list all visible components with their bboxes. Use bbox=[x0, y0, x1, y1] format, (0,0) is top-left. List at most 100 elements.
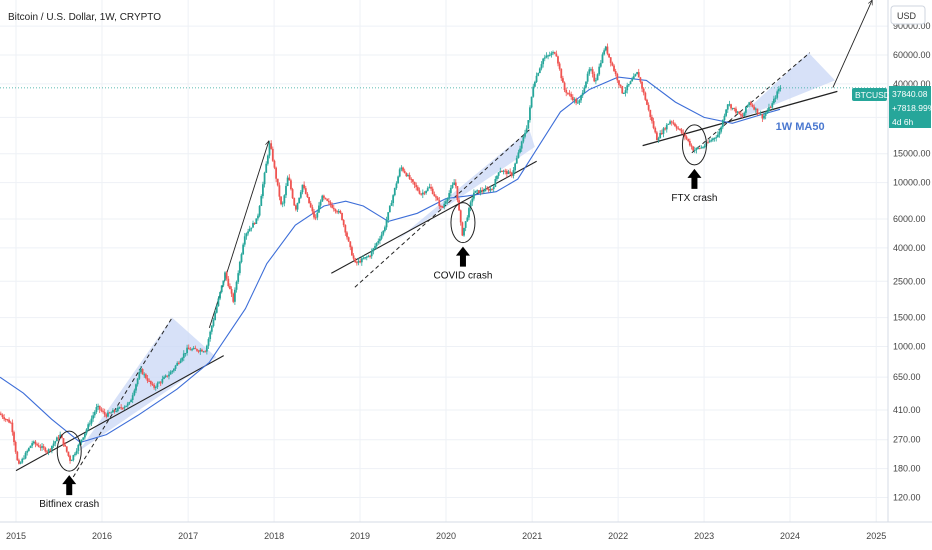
candle-body bbox=[39, 446, 42, 448]
candle-body bbox=[748, 102, 751, 106]
candle-body bbox=[415, 184, 418, 188]
candle-body bbox=[575, 99, 578, 103]
candle-body bbox=[113, 410, 116, 412]
candle-body bbox=[31, 443, 34, 446]
candle-body bbox=[191, 349, 193, 351]
candle-body bbox=[80, 439, 83, 442]
y-tick-label: 1000.00 bbox=[893, 342, 926, 352]
x-tick-label: 2019 bbox=[350, 531, 370, 541]
candle-body bbox=[540, 64, 543, 69]
candle-body bbox=[529, 107, 531, 121]
crash-arrow bbox=[455, 246, 470, 267]
candle-body bbox=[268, 143, 271, 156]
candle-body bbox=[481, 190, 484, 192]
candle-body bbox=[159, 382, 162, 384]
candle-body bbox=[533, 81, 536, 87]
candle-body bbox=[372, 248, 375, 252]
candle-body bbox=[469, 202, 472, 209]
candle-body bbox=[514, 163, 517, 171]
candle-body bbox=[318, 205, 320, 213]
candle-body bbox=[59, 434, 62, 438]
candle-body bbox=[55, 437, 58, 442]
candle-body bbox=[606, 46, 609, 54]
candle-body bbox=[227, 278, 230, 286]
candle-body bbox=[21, 458, 24, 463]
candle-body bbox=[568, 93, 571, 95]
candle-body bbox=[402, 167, 404, 171]
candle-body bbox=[492, 186, 495, 190]
candle-body bbox=[138, 372, 141, 379]
candle-body bbox=[723, 115, 726, 121]
crash-label: Bitfinex crash bbox=[39, 499, 99, 510]
candle-body bbox=[443, 203, 446, 208]
candle-body bbox=[774, 97, 777, 99]
candle-body bbox=[182, 353, 185, 358]
currency-button-frame bbox=[890, 5, 926, 25]
x-tick-label: 2018 bbox=[264, 531, 284, 541]
candle-body bbox=[342, 220, 345, 226]
candle-body bbox=[769, 107, 772, 109]
candle-body bbox=[346, 232, 348, 238]
candle-body bbox=[116, 407, 119, 412]
candle-body bbox=[664, 128, 667, 130]
candle-body bbox=[309, 203, 312, 208]
candle-body bbox=[393, 187, 396, 196]
candle-body bbox=[347, 237, 350, 242]
candle-body bbox=[131, 395, 134, 400]
candle-body bbox=[538, 68, 541, 74]
candle-body bbox=[149, 380, 152, 384]
x-tick-label: 2020 bbox=[436, 531, 456, 541]
candle-body bbox=[64, 444, 67, 447]
candle-body bbox=[388, 205, 391, 213]
candle-body bbox=[390, 203, 393, 206]
candle-body bbox=[543, 57, 546, 59]
candle-body bbox=[654, 127, 657, 133]
candle-body bbox=[0, 413, 2, 415]
candle-body bbox=[121, 407, 124, 409]
candle-body bbox=[773, 98, 775, 104]
support-line-2019 bbox=[331, 160, 537, 274]
candle-body bbox=[758, 112, 760, 115]
candle-body bbox=[240, 254, 243, 263]
candle-body bbox=[283, 195, 286, 204]
candle-body bbox=[410, 178, 413, 180]
candle-body bbox=[331, 205, 334, 208]
candle-body bbox=[611, 62, 614, 66]
candle-body bbox=[1, 414, 4, 418]
x-tick-label: 2022 bbox=[608, 531, 628, 541]
candle-body bbox=[54, 441, 57, 444]
candle-body bbox=[423, 192, 426, 194]
candle-body bbox=[496, 175, 498, 179]
candle-body bbox=[179, 360, 182, 363]
candle-body bbox=[125, 405, 128, 407]
candle-body bbox=[524, 132, 526, 137]
candle-body bbox=[222, 280, 225, 286]
candle-body bbox=[557, 56, 559, 64]
candle-body bbox=[74, 453, 76, 456]
candle-body bbox=[321, 195, 324, 202]
candle-body bbox=[537, 73, 540, 76]
candle-body bbox=[527, 120, 530, 129]
candle-body bbox=[571, 96, 574, 101]
candle-body bbox=[163, 377, 165, 379]
candle-body bbox=[736, 111, 739, 113]
candle-body bbox=[459, 210, 462, 223]
candle-body bbox=[448, 193, 451, 199]
crash-circle bbox=[450, 202, 476, 244]
candle-body bbox=[52, 443, 55, 446]
candle-body bbox=[486, 188, 488, 190]
candle-body bbox=[710, 140, 713, 142]
candle-body bbox=[75, 450, 78, 454]
candle-body bbox=[403, 170, 406, 174]
candle-body bbox=[34, 441, 37, 445]
candle-body bbox=[16, 451, 19, 461]
candle-body bbox=[550, 53, 553, 56]
candle-body bbox=[83, 433, 86, 438]
candle-body bbox=[273, 160, 276, 168]
candle-body bbox=[735, 108, 737, 113]
candle-body bbox=[444, 201, 447, 204]
time-axis[interactable]: 2015 2016 2017 2018 2019 2020 2021 2022 2023 2024… bbox=[6, 531, 886, 541]
candle-body bbox=[19, 462, 22, 464]
currency-button[interactable]: USD bbox=[890, 5, 926, 25]
